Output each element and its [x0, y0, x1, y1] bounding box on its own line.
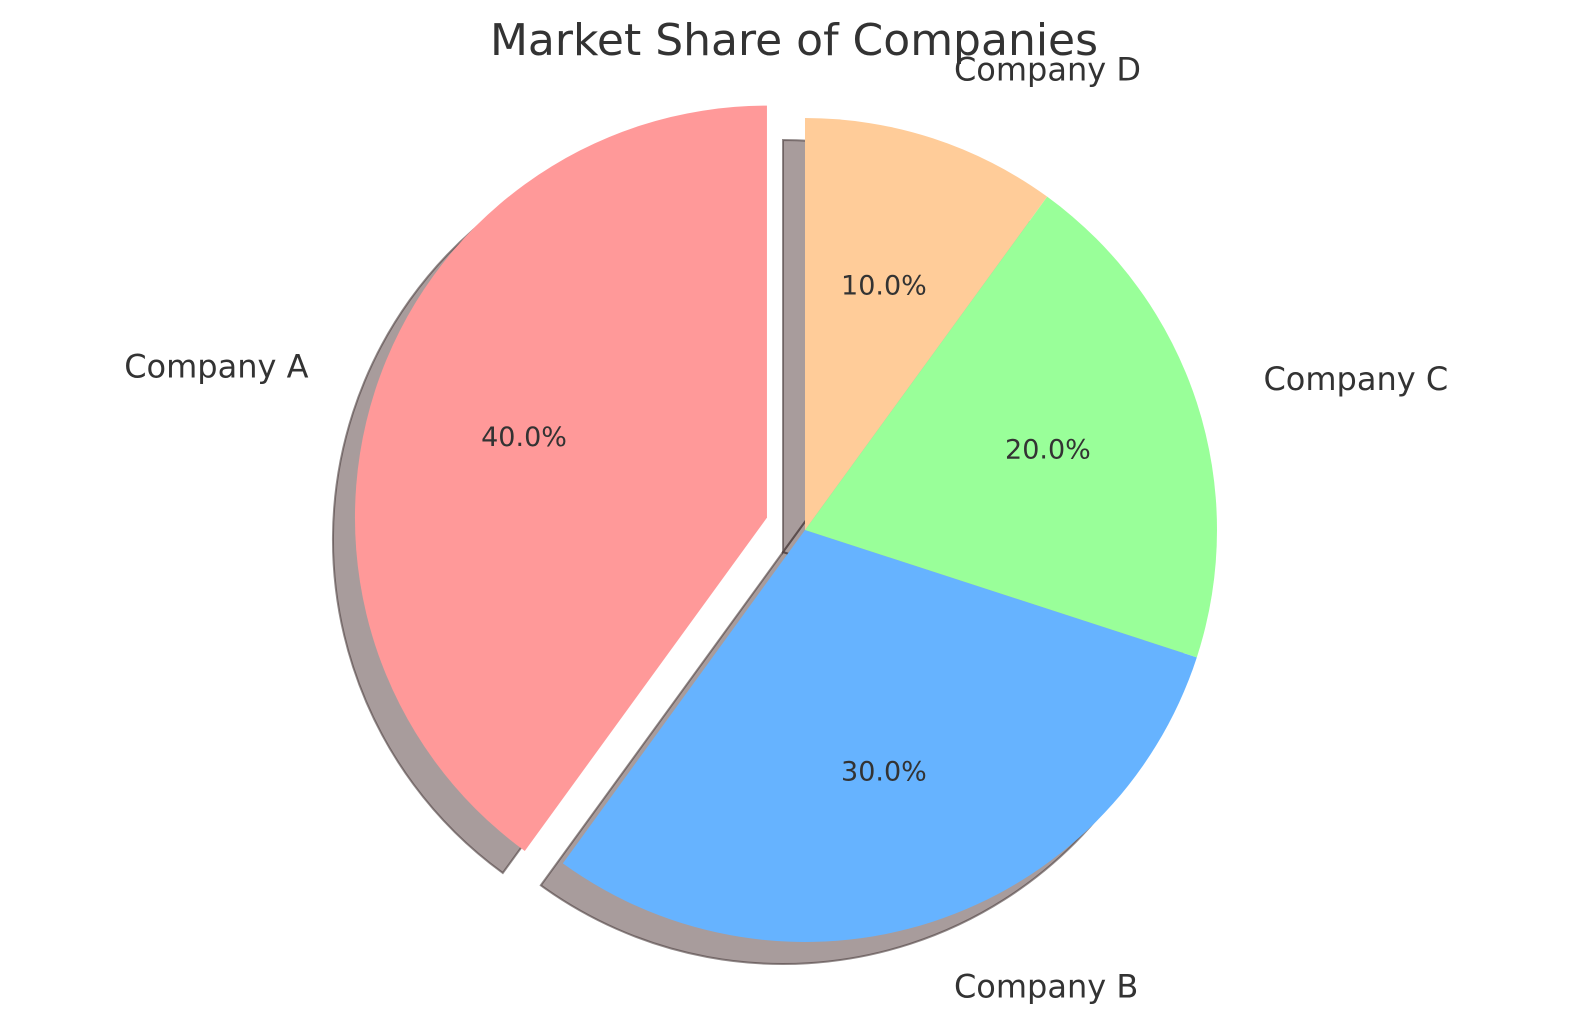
slice-label-company-d: Company D — [954, 51, 1141, 89]
chart-title: Market Share of Companies — [490, 15, 1098, 66]
slice-labels: Company A Company B Company C Company D — [124, 51, 1448, 1006]
pie-slice-company-d — [805, 117, 1048, 530]
pie-slice-company-b — [562, 530, 1197, 943]
slice-label-company-a: Company A — [124, 348, 308, 386]
slice-label-company-b: Company B — [954, 967, 1138, 1005]
percent-label-company-c: 20.0% — [1005, 435, 1091, 466]
percent-labels: 40.0% 30.0% 20.0% 10.0% — [481, 271, 1091, 788]
pie-slice-company-a — [354, 105, 767, 851]
pie-slice-company-c — [805, 196, 1217, 658]
percent-label-company-a: 40.0% — [481, 422, 567, 453]
percent-label-company-d: 10.0% — [841, 271, 927, 302]
pie-slices — [354, 105, 1217, 943]
percent-label-company-b: 30.0% — [841, 756, 927, 787]
slice-label-company-c: Company C — [1263, 360, 1448, 398]
